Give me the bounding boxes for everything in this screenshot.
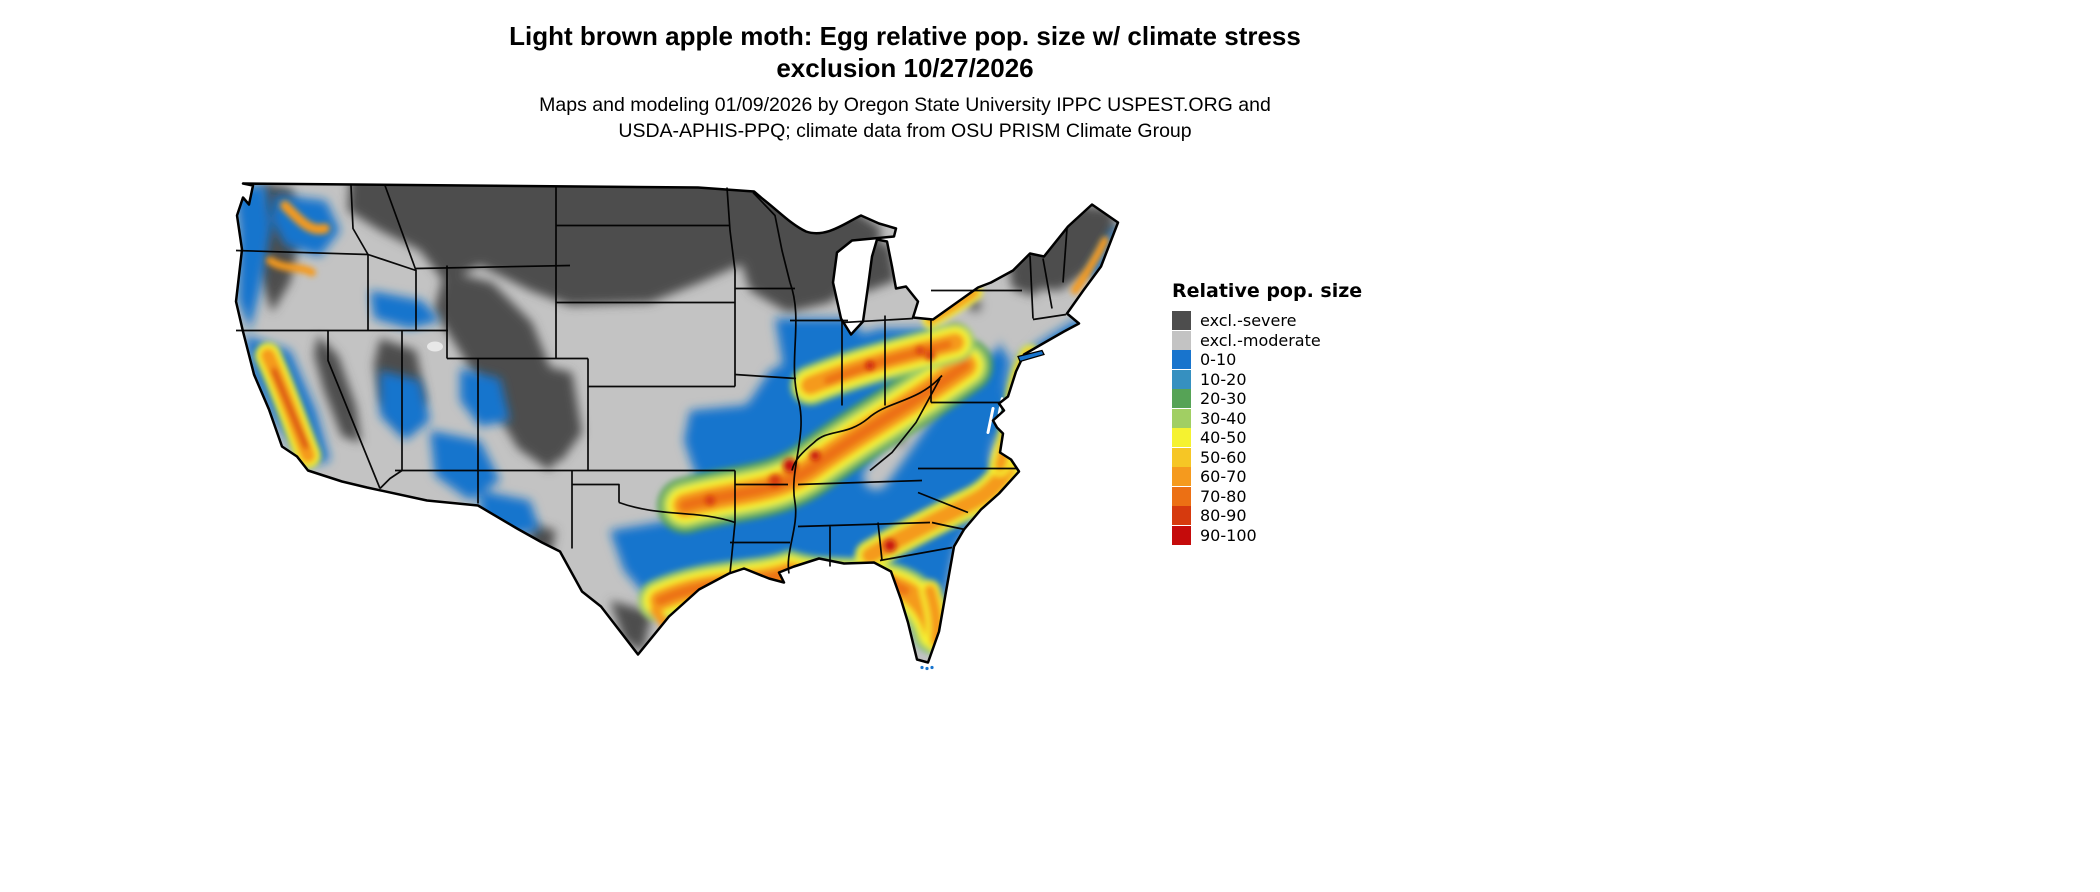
legend-swatch [1172, 350, 1191, 370]
legend-items: excl.-severe excl.-moderate 0-10 10-20 20-30… [1172, 311, 1362, 545]
legend-swatch [1172, 486, 1191, 506]
legend-swatch [1172, 506, 1191, 526]
legend-swatch [1172, 447, 1191, 467]
legend-item: 30-40 [1172, 408, 1362, 429]
legend-item: 20-30 [1172, 389, 1362, 409]
state-borders [235, 185, 1068, 574]
legend-swatch [1172, 428, 1191, 448]
legend-item: 60-70 [1172, 467, 1362, 487]
legend-item: excl.-moderate [1172, 330, 1362, 351]
legend-swatch [1172, 330, 1191, 350]
us-map [234, 182, 1120, 671]
legend-item-label: 10-20 [1200, 369, 1247, 389]
legend-swatch [1172, 311, 1191, 331]
legend-item: excl.-severe [1172, 311, 1362, 331]
legend-swatch [1172, 369, 1191, 389]
florida-keys [920, 665, 934, 671]
legend-item-label: 30-40 [1200, 408, 1247, 428]
title-line-2: exclusion 10/27/2026 [776, 53, 1034, 83]
legend-item-label: excl.-severe [1200, 311, 1297, 331]
legend-swatch [1172, 408, 1191, 428]
legend-item-label: 90-100 [1200, 525, 1257, 545]
legend-item-label: 60-70 [1200, 467, 1247, 487]
page-title: Light brown apple moth: Egg relative pop… [255, 20, 1555, 84]
legend-item: 0-10 [1172, 350, 1362, 370]
us-map-container [230, 168, 1140, 673]
attribution-line-2: USDA-APHIS-PPQ; climate data from OSU PR… [618, 120, 1192, 142]
legend-swatch [1172, 525, 1191, 545]
title-line-1: Light brown apple moth: Egg relative pop… [509, 21, 1301, 51]
legend-item-label: 70-80 [1200, 486, 1247, 506]
legend-item-label: 0-10 [1200, 350, 1237, 370]
legend-swatch [1172, 467, 1191, 487]
legend-item: 50-60 [1172, 447, 1362, 468]
legend-swatch [1172, 389, 1191, 409]
us-outline [234, 182, 1120, 664]
legend-item-label: excl.-moderate [1200, 330, 1321, 350]
legend-item: 90-100 [1172, 525, 1362, 546]
map-attribution: Maps and modeling 01/09/2026 by Oregon S… [255, 92, 1555, 144]
legend-item: 40-50 [1172, 428, 1362, 448]
legend-item: 10-20 [1172, 369, 1362, 390]
legend-item-label: 50-60 [1200, 447, 1247, 467]
legend-item-label: 20-30 [1200, 389, 1247, 409]
attribution-line-1: Maps and modeling 01/09/2026 by Oregon S… [539, 94, 1271, 116]
legend-item: 80-90 [1172, 506, 1362, 526]
legend-title: Relative pop. size [1172, 280, 1363, 302]
legend-item-label: 40-50 [1200, 428, 1247, 448]
long-island [1017, 349, 1045, 363]
legend-item-label: 80-90 [1200, 506, 1247, 526]
legend-item: 70-80 [1172, 486, 1362, 507]
legend: Relative pop. size excl.-severe excl.-mod… [1172, 280, 1362, 545]
